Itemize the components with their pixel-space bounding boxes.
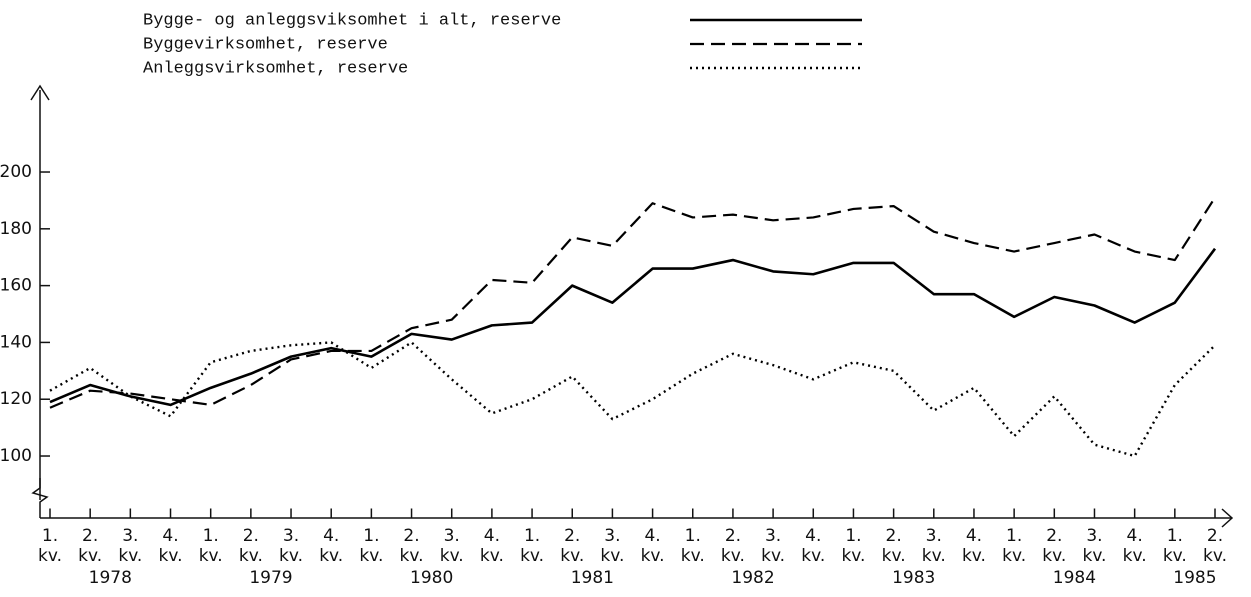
x-tick-label: 4. <box>323 526 339 546</box>
x-tick-unit: kv. <box>1123 546 1147 566</box>
x-tick-label: 2. <box>403 526 419 546</box>
year-label: 1982 <box>731 568 774 588</box>
x-tick-unit: kv. <box>761 546 785 566</box>
x-tick-label: 3. <box>122 526 138 546</box>
x-tick-label: 4. <box>644 526 660 546</box>
year-label: 1980 <box>410 568 453 588</box>
y-axis-arrow <box>30 84 50 101</box>
y-tick-label: 100 <box>0 446 32 466</box>
x-tick-label: 2. <box>1207 526 1223 546</box>
x-tick-unit: kv. <box>359 546 383 566</box>
year-label: 1978 <box>89 568 132 588</box>
x-tick-label: 1. <box>685 526 701 546</box>
x-tick-unit: kv. <box>681 546 705 566</box>
x-tick-label: 2. <box>82 526 98 546</box>
x-tick-unit: kv. <box>400 546 424 566</box>
x-tick-unit: kv. <box>882 546 906 566</box>
x-tick-unit: kv. <box>279 546 303 566</box>
x-tick-unit: kv. <box>199 546 223 566</box>
x-tick-label: 2. <box>1046 526 1062 546</box>
x-tick-unit: kv. <box>1042 546 1066 566</box>
year-label: 1979 <box>249 568 292 588</box>
x-tick-unit: kv. <box>440 546 464 566</box>
legend-label: Anleggsvirksomhet, reserve <box>143 59 408 78</box>
x-tick-label: 1. <box>203 526 219 546</box>
x-tick-unit: kv. <box>922 546 946 566</box>
x-tick-unit: kv. <box>239 546 263 566</box>
series-line <box>49 247 1217 407</box>
y-tick-label: 160 <box>0 276 32 296</box>
x-tick-unit: kv. <box>1002 546 1026 566</box>
x-tick-unit: kv. <box>721 546 745 566</box>
x-tick-label: 3. <box>604 526 620 546</box>
x-tick-label: 1. <box>1167 526 1183 546</box>
legend-label: Byggevirksomhet, reserve <box>143 35 388 54</box>
x-tick-unit: kv. <box>841 546 865 566</box>
x-tick-label: 2. <box>564 526 580 546</box>
x-tick-label: 2. <box>725 526 741 546</box>
x-tick-label: 1. <box>524 526 540 546</box>
x-tick-unit: kv. <box>600 546 624 566</box>
axis-break <box>31 478 49 518</box>
x-tick-unit: kv. <box>38 546 62 566</box>
x-tick-label: 1. <box>363 526 379 546</box>
x-tick-unit: kv. <box>520 546 544 566</box>
x-tick-unit: kv. <box>801 546 825 566</box>
x-tick-label: 1. <box>845 526 861 546</box>
x-tick-label: 2. <box>886 526 902 546</box>
x-tick-label: 1. <box>1006 526 1022 546</box>
year-label: 1981 <box>571 568 614 588</box>
x-tick-unit: kv. <box>118 546 142 566</box>
year-label: 1985 <box>1173 568 1216 588</box>
x-tick-unit: kv. <box>1082 546 1106 566</box>
x-tick-unit: kv. <box>641 546 665 566</box>
x-tick-unit: kv. <box>1203 546 1227 566</box>
x-tick-unit: kv. <box>560 546 584 566</box>
x-tick-label: 1. <box>42 526 58 546</box>
x-tick-label: 3. <box>926 526 942 546</box>
x-tick-label: 4. <box>1127 526 1143 546</box>
x-tick-unit: kv. <box>1163 546 1187 566</box>
x-tick-label: 2. <box>243 526 259 546</box>
x-tick-label: 4. <box>484 526 500 546</box>
x-tick-label: 4. <box>162 526 178 546</box>
x-tick-unit: kv. <box>480 546 504 566</box>
x-tick-unit: kv. <box>159 546 183 566</box>
x-tick-unit: kv. <box>319 546 343 566</box>
x-tick-label: 3. <box>283 526 299 546</box>
legend-label: Bygge- og anleggsviksomhet i alt, reserv… <box>143 11 561 30</box>
year-label: 1984 <box>1053 568 1096 588</box>
y-tick-label: 140 <box>0 332 32 352</box>
x-tick-unit: kv. <box>962 546 986 566</box>
x-tick-label: 4. <box>966 526 982 546</box>
series-line <box>49 341 1216 458</box>
x-tick-label: 3. <box>765 526 781 546</box>
x-tick-label: 3. <box>1086 526 1102 546</box>
y-tick-label: 180 <box>0 219 32 239</box>
year-label: 1983 <box>892 568 935 588</box>
x-tick-label: 3. <box>444 526 460 546</box>
x-tick-unit: kv. <box>78 546 102 566</box>
x-axis-arrow <box>1221 508 1234 528</box>
x-tick-label: 4. <box>805 526 821 546</box>
y-tick-label: 120 <box>0 389 32 409</box>
y-tick-label: 200 <box>0 162 32 182</box>
series-line <box>49 196 1216 409</box>
